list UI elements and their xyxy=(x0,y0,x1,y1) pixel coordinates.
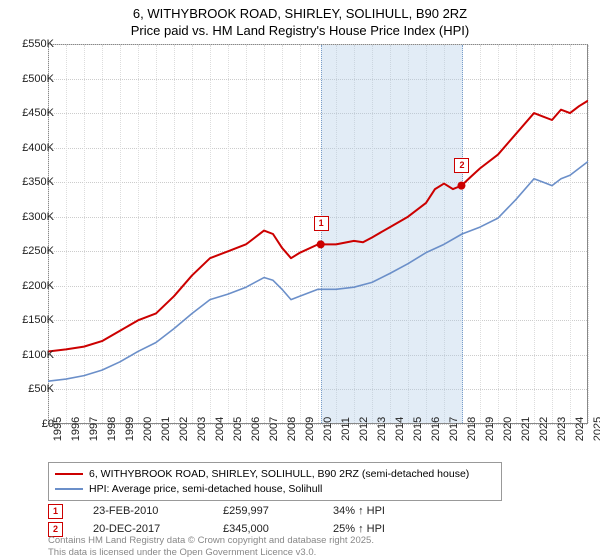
transaction-pct: 25% ↑ HPI xyxy=(333,523,453,535)
transaction-row: 1 23-FEB-2010 £259,997 34% ↑ HPI xyxy=(48,502,453,520)
transaction-price: £345,000 xyxy=(223,523,303,535)
legend-item: HPI: Average price, semi-detached house,… xyxy=(55,482,495,497)
transactions-table: 1 23-FEB-2010 £259,997 34% ↑ HPI 2 20-DE… xyxy=(48,502,453,538)
footer-attribution: Contains HM Land Registry data © Crown c… xyxy=(48,535,374,558)
transaction-price: £259,997 xyxy=(223,505,303,517)
chart-marker-1: 1 xyxy=(314,216,329,231)
legend-swatch-1 xyxy=(55,488,83,490)
title-line-2: Price paid vs. HM Land Registry's House … xyxy=(0,23,600,40)
footer-line-2: This data is licensed under the Open Gov… xyxy=(48,547,374,558)
chart-plot-area: 12 xyxy=(48,44,588,424)
transaction-date: 23-FEB-2010 xyxy=(93,505,193,517)
title-line-1: 6, WITHYBROOK ROAD, SHIRLEY, SOLIHULL, B… xyxy=(0,6,600,23)
chart-marker-2: 2 xyxy=(454,158,469,173)
legend-item: 6, WITHYBROOK ROAD, SHIRLEY, SOLIHULL, B… xyxy=(55,467,495,482)
chart-lines-svg xyxy=(48,44,588,424)
footer-line-1: Contains HM Land Registry data © Crown c… xyxy=(48,535,374,546)
legend-swatch-0 xyxy=(55,473,83,475)
chart-container: 6, WITHYBROOK ROAD, SHIRLEY, SOLIHULL, B… xyxy=(0,0,600,560)
transaction-date: 20-DEC-2017 xyxy=(93,523,193,535)
transaction-marker-1: 1 xyxy=(48,504,63,519)
legend-label-1: HPI: Average price, semi-detached house,… xyxy=(89,482,322,497)
transaction-pct: 34% ↑ HPI xyxy=(333,505,453,517)
legend: 6, WITHYBROOK ROAD, SHIRLEY, SOLIHULL, B… xyxy=(48,462,502,501)
legend-label-0: 6, WITHYBROOK ROAD, SHIRLEY, SOLIHULL, B… xyxy=(89,467,469,482)
chart-title: 6, WITHYBROOK ROAD, SHIRLEY, SOLIHULL, B… xyxy=(0,0,600,40)
